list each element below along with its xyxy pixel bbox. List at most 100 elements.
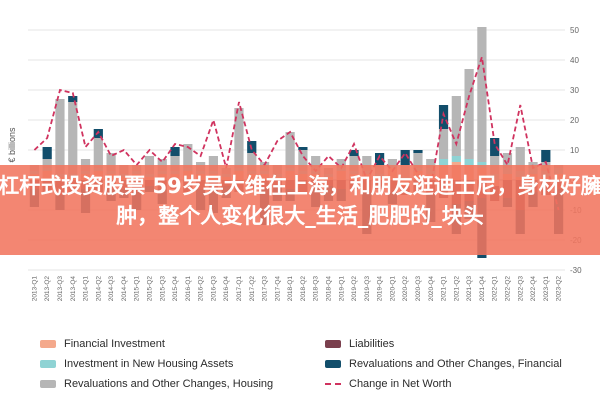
x-tick-label: 2016-Q4 (223, 276, 230, 302)
x-tick-label: 2015-Q4 (172, 276, 179, 302)
bar-investment-in-new-housing-assets-34 (464, 159, 474, 165)
x-tick-label: 2022-Q4 (530, 276, 537, 302)
legend-swatch-liabilities (325, 340, 341, 348)
bar-revaluations-and-other-changes-housing-14 (208, 156, 218, 171)
legend-label: Revaluations and Other Changes, Housing (64, 378, 274, 390)
bar-revaluations-and-other-changes-financial-30 (413, 150, 423, 153)
x-tick-label: 2013-Q4 (70, 276, 77, 302)
net-worth-line (33, 56, 560, 211)
x-tick-label: 2021-Q2 (453, 276, 460, 302)
x-tick-label: 2015-Q1 (134, 276, 141, 302)
overlay-banner[interactable]: 杠杆式投资股票 59岁吴大维在上海，和朋友逛迪士尼，身材好臃肿，整个人变化很大_… (0, 165, 600, 255)
bar-revaluations-and-other-changes-financial-29 (400, 150, 410, 165)
x-tick-label: 2022-Q2 (505, 276, 512, 302)
bar-revaluations-and-other-changes-financial-40 (541, 150, 551, 162)
bar-revaluations-and-other-changes-housing-22 (311, 156, 321, 171)
x-tick-label: 2022-Q1 (492, 276, 499, 302)
bar-revaluations-and-other-changes-financial-3 (68, 96, 78, 102)
bar-revaluations-and-other-changes-housing-2 (55, 99, 65, 174)
x-tick-label: 2021-Q4 (479, 276, 486, 302)
bar-revaluations-and-other-changes-housing-6 (106, 153, 116, 171)
legend-item-financial-investment: Financial Investment (40, 338, 165, 350)
x-tick-label: 2019-Q1 (338, 276, 345, 302)
legend-label: Revaluations and Other Changes, Financia… (349, 358, 562, 370)
legend-item-net-worth: Change in Net Worth (325, 378, 452, 390)
bar-revaluations-and-other-changes-housing-34 (464, 69, 474, 159)
x-tick-label: 2018-Q4 (326, 276, 333, 302)
x-tick-label: 2019-Q4 (377, 276, 384, 302)
x-tick-label: 2020-Q4 (428, 276, 435, 302)
legend-item-housing-investment: Investment in New Housing Assets (40, 358, 233, 370)
x-tick-label: 2017-Q1 (236, 276, 243, 302)
net-worth-path (33, 56, 560, 211)
legend-swatch-financial-investment (40, 340, 56, 348)
bar-revaluations-and-other-changes-housing-16 (234, 108, 244, 168)
x-tick-label: 2023-Q2 (556, 276, 563, 302)
x-tick-label: 2016-Q1 (185, 276, 192, 302)
x-tick-label: 2020-Q2 (402, 276, 409, 302)
x-tick-label: 2020-Q3 (415, 276, 422, 302)
y-tick-label: 10 (570, 146, 579, 155)
bar-revaluations-and-other-changes-housing-37 (502, 153, 513, 168)
bar-revaluations-and-other-changes-housing-11 (170, 156, 180, 171)
bar-revaluations-and-other-changes-housing-31 (426, 159, 436, 168)
bar-revaluations-and-other-changes-financial-11 (170, 147, 180, 156)
x-tick-label: 2021-Q1 (441, 276, 448, 302)
bar-revaluations-and-other-changes-housing-3 (68, 102, 78, 174)
legend-swatch-housing-investment (40, 360, 56, 368)
legend-label: Financial Investment (64, 338, 165, 350)
bar-revaluations-and-other-changes-financial-32 (438, 105, 449, 129)
x-tick-label: 2015-Q3 (159, 276, 166, 302)
x-tick-label: 2022-Q3 (517, 276, 524, 302)
y-tick-label: -30 (570, 266, 582, 275)
bar-revaluations-and-other-changes-housing-5 (93, 138, 103, 168)
bar-revaluations-and-other-changes-financial-27 (375, 153, 385, 165)
y-tick-label: 20 (570, 116, 579, 125)
bar-revaluations-and-other-changes-housing-1 (42, 159, 52, 168)
y-axis-label: € billions (7, 127, 17, 163)
legend-swatch-revaluations-financial (325, 360, 341, 368)
bar-revaluations-and-other-changes-housing-26 (362, 156, 372, 171)
x-tick-label: 2017-Q2 (249, 276, 256, 302)
legend-label: Investment in New Housing Assets (64, 358, 234, 370)
x-tick-label: 2016-Q3 (210, 276, 217, 302)
y-tick-label: 40 (570, 56, 579, 65)
x-tick-label: 2018-Q2 (300, 276, 307, 302)
bar-revaluations-and-other-changes-financial-36 (490, 138, 500, 156)
x-tick-label: 2018-Q1 (287, 276, 294, 302)
bar-investment-in-new-housing-assets-32 (438, 159, 449, 165)
legend-label: Liabilities (349, 338, 395, 350)
x-tick-label: 2019-Q3 (364, 276, 371, 302)
bar-revaluations-and-other-changes-housing-25 (349, 156, 359, 171)
bar-revaluations-and-other-changes-housing-35 (477, 27, 487, 162)
bar-revaluations-and-other-changes-housing-30 (413, 153, 423, 168)
x-tick-label: 2018-Q3 (313, 276, 320, 302)
x-tick-label: 2014-Q3 (108, 276, 115, 302)
y-tick-label: 30 (570, 86, 579, 95)
bar-revaluations-and-other-changes-housing-32 (438, 129, 449, 159)
x-tick-label: 2023-Q1 (543, 276, 550, 302)
bar-revaluations-and-other-changes-financial-25 (349, 150, 359, 156)
overlay-text[interactable]: 杠杆式投资股票 59岁吴大维在上海，和朋友逛迪士尼，身材好臃肿，整个人变化很大_… (0, 174, 600, 228)
bar-revaluations-and-other-changes-financial-1 (42, 147, 52, 159)
x-tick-label: 2013-Q1 (31, 276, 38, 302)
legend-item-liabilities: Liabilities (325, 338, 394, 350)
x-tick-label: 2021-Q3 (466, 276, 473, 302)
bar-revaluations-and-other-changes-housing-28 (387, 159, 397, 165)
bar-revaluations-and-other-changes-housing-17 (247, 153, 257, 171)
bar-investment-in-new-housing-assets-33 (451, 156, 461, 162)
x-tick-label: 2020-Q1 (389, 276, 396, 302)
x-tick-labels: 2013-Q1 2013-Q2 2013-Q3 2013-Q4 2014-Q1 2014-… (31, 276, 562, 302)
x-tick-label: 2017-Q4 (274, 276, 281, 302)
x-tick-label: 2016-Q2 (198, 276, 205, 302)
bar-revaluations-and-other-changes-housing-20 (285, 132, 295, 168)
x-tick-label: 2015-Q2 (147, 276, 154, 302)
bar-revaluations-and-other-changes-housing-21 (298, 150, 308, 171)
legend-label: Change in Net Worth (349, 378, 452, 390)
bar-revaluations-and-other-changes-financial-21 (298, 147, 308, 150)
bar-revaluations-and-other-changes-housing-24 (336, 159, 346, 168)
bar-revaluations-and-other-changes-housing-12 (183, 144, 193, 168)
legend-item-revaluations-housing: Revaluations and Other Changes, Housing (40, 378, 273, 390)
legend-dash-net-worth (325, 383, 341, 385)
bar-revaluations-and-other-changes-housing-38 (515, 147, 525, 171)
